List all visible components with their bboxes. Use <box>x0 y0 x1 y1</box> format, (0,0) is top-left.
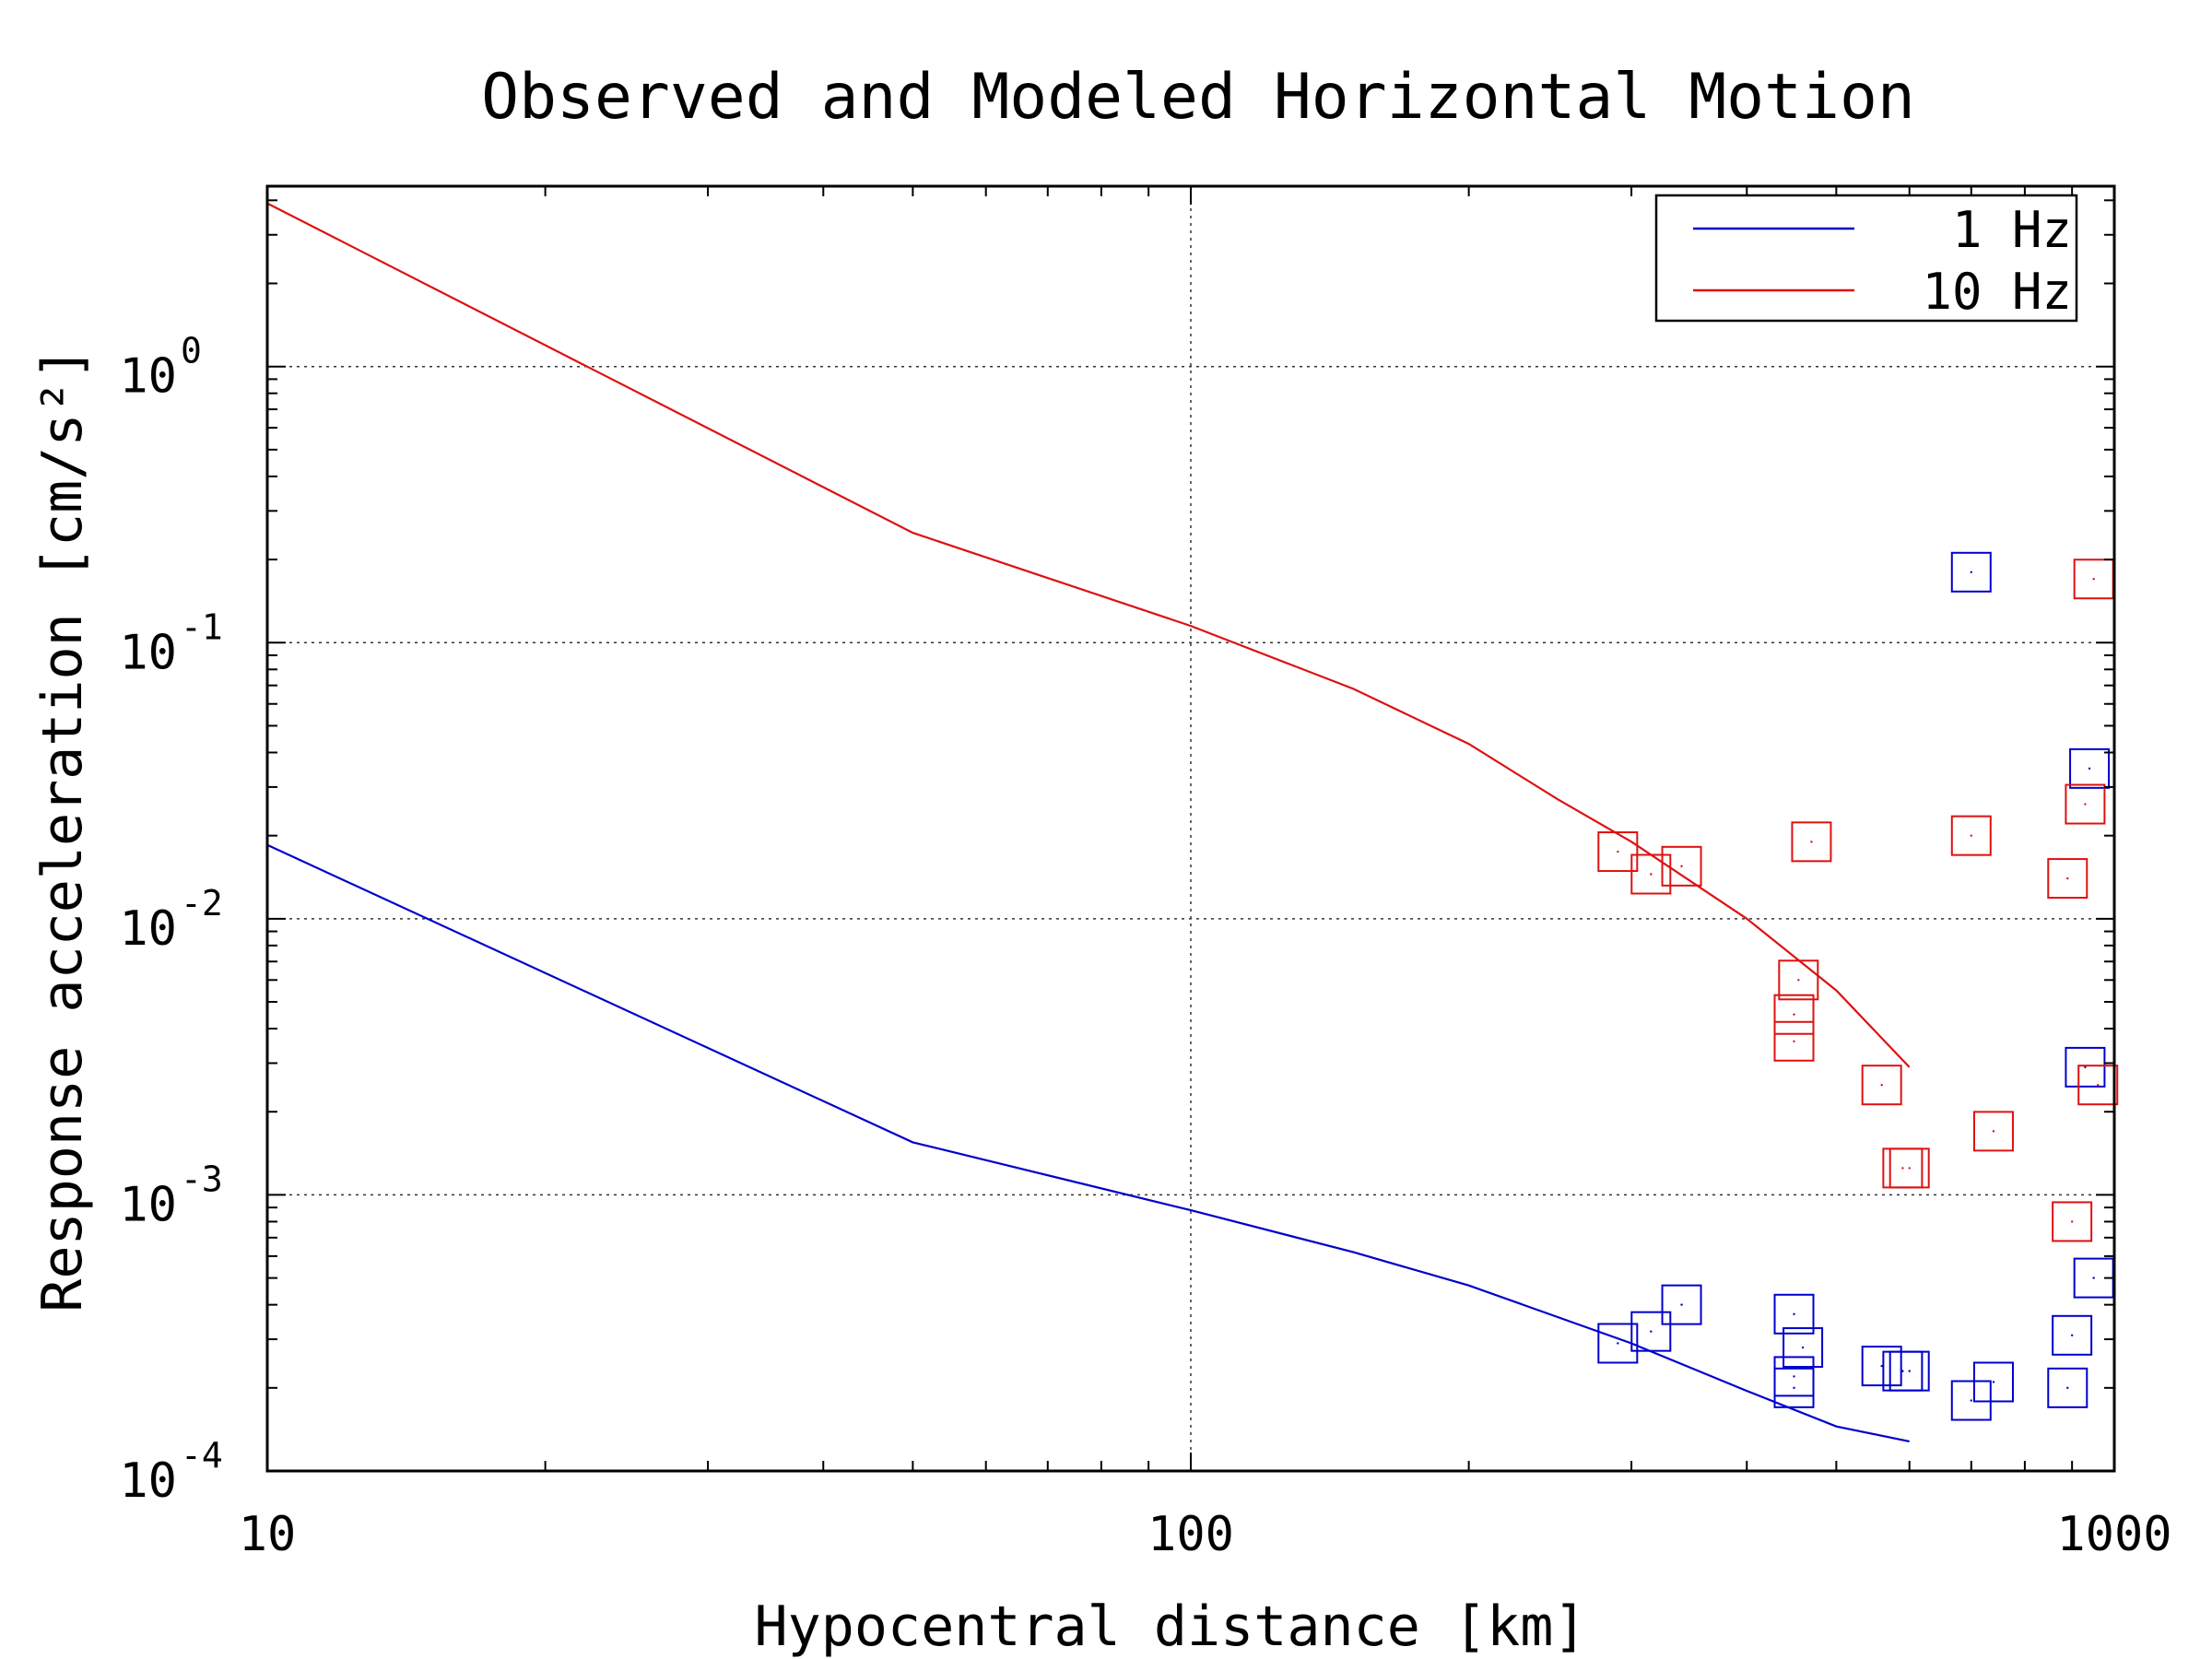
chart-title: Observed and Modeled Horizontal Motion <box>481 61 1915 134</box>
observed-marker-1hz <box>1773 1367 1815 1408</box>
observed-point-10hz <box>1901 1167 1904 1170</box>
observed-point-1hz <box>1908 1370 1911 1372</box>
observed-point-10hz <box>1797 979 1800 982</box>
observed-marker-1hz <box>2047 1367 2088 1408</box>
observed-marker-1hz <box>2069 747 2111 789</box>
observed-point-10hz <box>1992 1130 1995 1133</box>
y-tick-label: 10 <box>119 1177 177 1232</box>
observed-point-1hz <box>1801 1346 1805 1349</box>
observed-point-10hz <box>2084 803 2087 806</box>
observed-marker-10hz <box>2077 1065 2119 1106</box>
observed-point-1hz <box>2066 1386 2069 1390</box>
observed-marker-1hz <box>1773 1293 1815 1335</box>
observed-marker-10hz <box>2065 783 2106 825</box>
observed-marker-10hz <box>1773 994 1815 1035</box>
observed-marker-10hz <box>1950 815 1992 856</box>
grid-lines <box>267 186 2114 1471</box>
observed-marker-1hz <box>1861 1346 1902 1387</box>
observed-point-1hz <box>2084 1065 2087 1069</box>
observed-point-1hz <box>1793 1312 1795 1315</box>
observed-point-10hz <box>2097 1084 2100 1087</box>
observed-point-1hz <box>2092 1277 2095 1279</box>
observed-point-1hz <box>1680 1303 1683 1306</box>
observed-marker-1hz <box>1597 1323 1639 1364</box>
observed-marker-10hz <box>1972 1111 2014 1152</box>
observed-marker-1hz <box>1661 1284 1702 1325</box>
observed-marker-10hz <box>2052 1201 2093 1242</box>
observed-marker-1hz <box>1888 1350 1930 1392</box>
y-tick-exponent: -1 <box>181 606 223 647</box>
model-line-10hz <box>266 202 1911 1068</box>
observed-point-10hz <box>1617 850 1619 853</box>
y-tick-exponent: -3 <box>181 1159 223 1199</box>
observed-point-10hz <box>1908 1167 1911 1170</box>
observed-point-1hz <box>1970 1399 1972 1402</box>
observed-point-10hz <box>1880 1084 1883 1087</box>
observed-marker-1hz <box>1972 1361 2014 1403</box>
observed-marker-10hz <box>1778 959 1819 1001</box>
y-tick-exponent: -4 <box>181 1435 223 1476</box>
model-line-1hz <box>266 843 1910 1442</box>
observed-marker-10hz <box>1888 1147 1930 1189</box>
x-axis-label: Hypocentral distance [km] <box>754 1594 1586 1659</box>
observed-point-10hz <box>1650 873 1653 876</box>
observed-point-10hz <box>2092 578 2095 581</box>
tick-marks <box>267 186 2114 1471</box>
observed-point-10hz <box>1680 865 1683 868</box>
series-layer <box>266 202 2119 1442</box>
y-tick-label: 10 <box>119 349 177 405</box>
observed-marker-10hz <box>2047 858 2088 900</box>
y-tick-exponent: -2 <box>181 883 223 924</box>
observed-point-10hz <box>1793 1040 1795 1042</box>
legend-label-1hz: 1 Hz <box>1952 201 2072 259</box>
y-tick-exponent: 0 <box>181 331 202 371</box>
x-tick-label: 1000 <box>2056 1507 2171 1562</box>
observed-marker-1hz <box>2052 1314 2093 1356</box>
legend: 1 Hz 10 Hz <box>1654 194 2078 323</box>
observed-point-10hz <box>2066 877 2069 880</box>
legend-box <box>1654 194 2078 323</box>
observed-point-1hz <box>1992 1381 1995 1383</box>
observed-marker-10hz <box>1861 1065 1902 1106</box>
observed-marker-1hz <box>1950 551 1992 593</box>
observed-point-1hz <box>1617 1342 1619 1345</box>
x-tick-labels: 10 100 1000 <box>239 1507 2172 1562</box>
y-tick-label: 10 <box>119 901 177 957</box>
observed-point-10hz <box>1810 841 1813 843</box>
observed-point-10hz <box>1970 834 1972 837</box>
observed-point-1hz <box>1793 1375 1795 1378</box>
observed-point-1hz <box>1970 571 1972 573</box>
observed-marker-10hz <box>1597 831 1639 873</box>
x-tick-label: 100 <box>1147 1507 1234 1562</box>
y-axis-label: Response acceleration [cm/s²] <box>30 347 95 1312</box>
observed-point-1hz <box>1793 1386 1795 1390</box>
legend-label-10hz: 10 Hz <box>1922 263 2072 321</box>
observed-point-10hz <box>1793 1013 1795 1016</box>
observed-marker-1hz <box>1783 1327 1824 1369</box>
observed-marker-1hz <box>1630 1311 1672 1352</box>
observed-point-1hz <box>2070 1334 2074 1336</box>
observed-point-1hz <box>2088 767 2091 771</box>
x-tick-label: 10 <box>239 1507 297 1562</box>
observed-point-1hz <box>1650 1330 1653 1333</box>
observed-marker-1hz <box>2065 1046 2106 1088</box>
observed-marker-10hz <box>1661 845 1702 887</box>
observed-marker-10hz <box>1630 853 1672 895</box>
observed-point-1hz <box>1901 1370 1904 1372</box>
y-tick-label: 10 <box>119 625 177 680</box>
observed-marker-10hz <box>1791 821 1832 863</box>
y-tick-label: 10 <box>119 1453 177 1509</box>
observed-point-1hz <box>1880 1364 1883 1368</box>
observed-point-10hz <box>2070 1220 2074 1223</box>
observed-marker-10hz <box>1773 1020 1815 1062</box>
